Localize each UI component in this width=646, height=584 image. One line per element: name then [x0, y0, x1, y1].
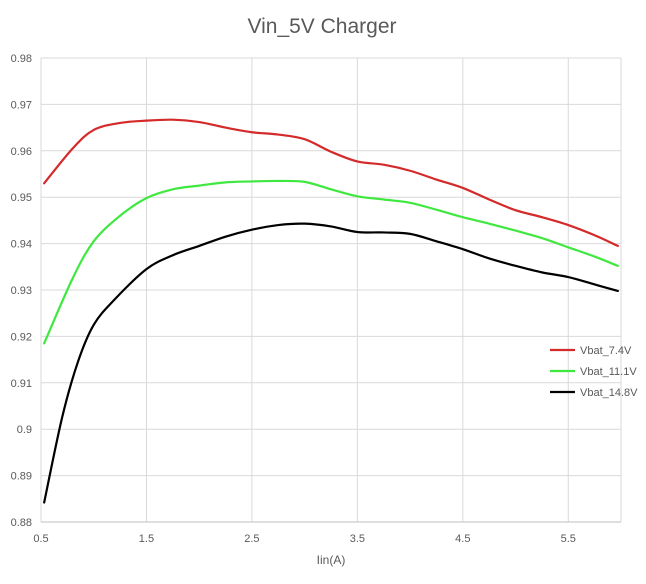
y-tick-label: 0.88	[11, 517, 32, 529]
y-tick-label: 0.95	[11, 192, 32, 204]
x-tick-label: 5.5	[561, 533, 576, 545]
series-lines	[43, 118, 619, 504]
y-tick-label: 0.94	[11, 239, 32, 251]
legend-label: Vbat_11.1V	[580, 366, 637, 378]
legend-label: Vbat_14.8V	[580, 387, 638, 399]
x-tick-label: 4.5	[455, 533, 470, 545]
series-line-vbat-7-4v	[43, 118, 619, 248]
y-tick-label: 0.93	[11, 285, 32, 297]
x-tick-label: 1.5	[139, 533, 154, 545]
chart-title: Vin_5V Charger	[247, 15, 396, 38]
x-tick-label: 0.5	[33, 533, 48, 545]
y-tick-label: 0.92	[11, 331, 32, 343]
axes: 0.88 0.89 0.9 0.91 0.92 0.93 0.94 0.95 0.96 0.97 0…	[11, 53, 621, 545]
y-tick-label: 0.96	[11, 146, 32, 158]
y-tick-label: 0.89	[11, 471, 32, 483]
y-tick-label: 0.91	[11, 378, 32, 390]
y-tick-label: 0.98	[11, 53, 32, 65]
gridlines	[40, 57, 622, 523]
y-tick-label: 0.97	[11, 99, 32, 111]
x-axis-title: Iin(A)	[317, 553, 346, 567]
x-tick-label: 2.5	[244, 533, 259, 545]
series-line-vbat-11-1v	[43, 179, 619, 345]
legend-label: Vbat_7.4V	[580, 345, 632, 357]
y-tick-label: 0.9	[17, 424, 32, 436]
x-tick-label: 3.5	[350, 533, 365, 545]
series-line-vbat-14-8v	[43, 222, 619, 504]
legend: Vbat_7.4V Vbat_11.1V Vbat_14.8V	[550, 345, 638, 399]
